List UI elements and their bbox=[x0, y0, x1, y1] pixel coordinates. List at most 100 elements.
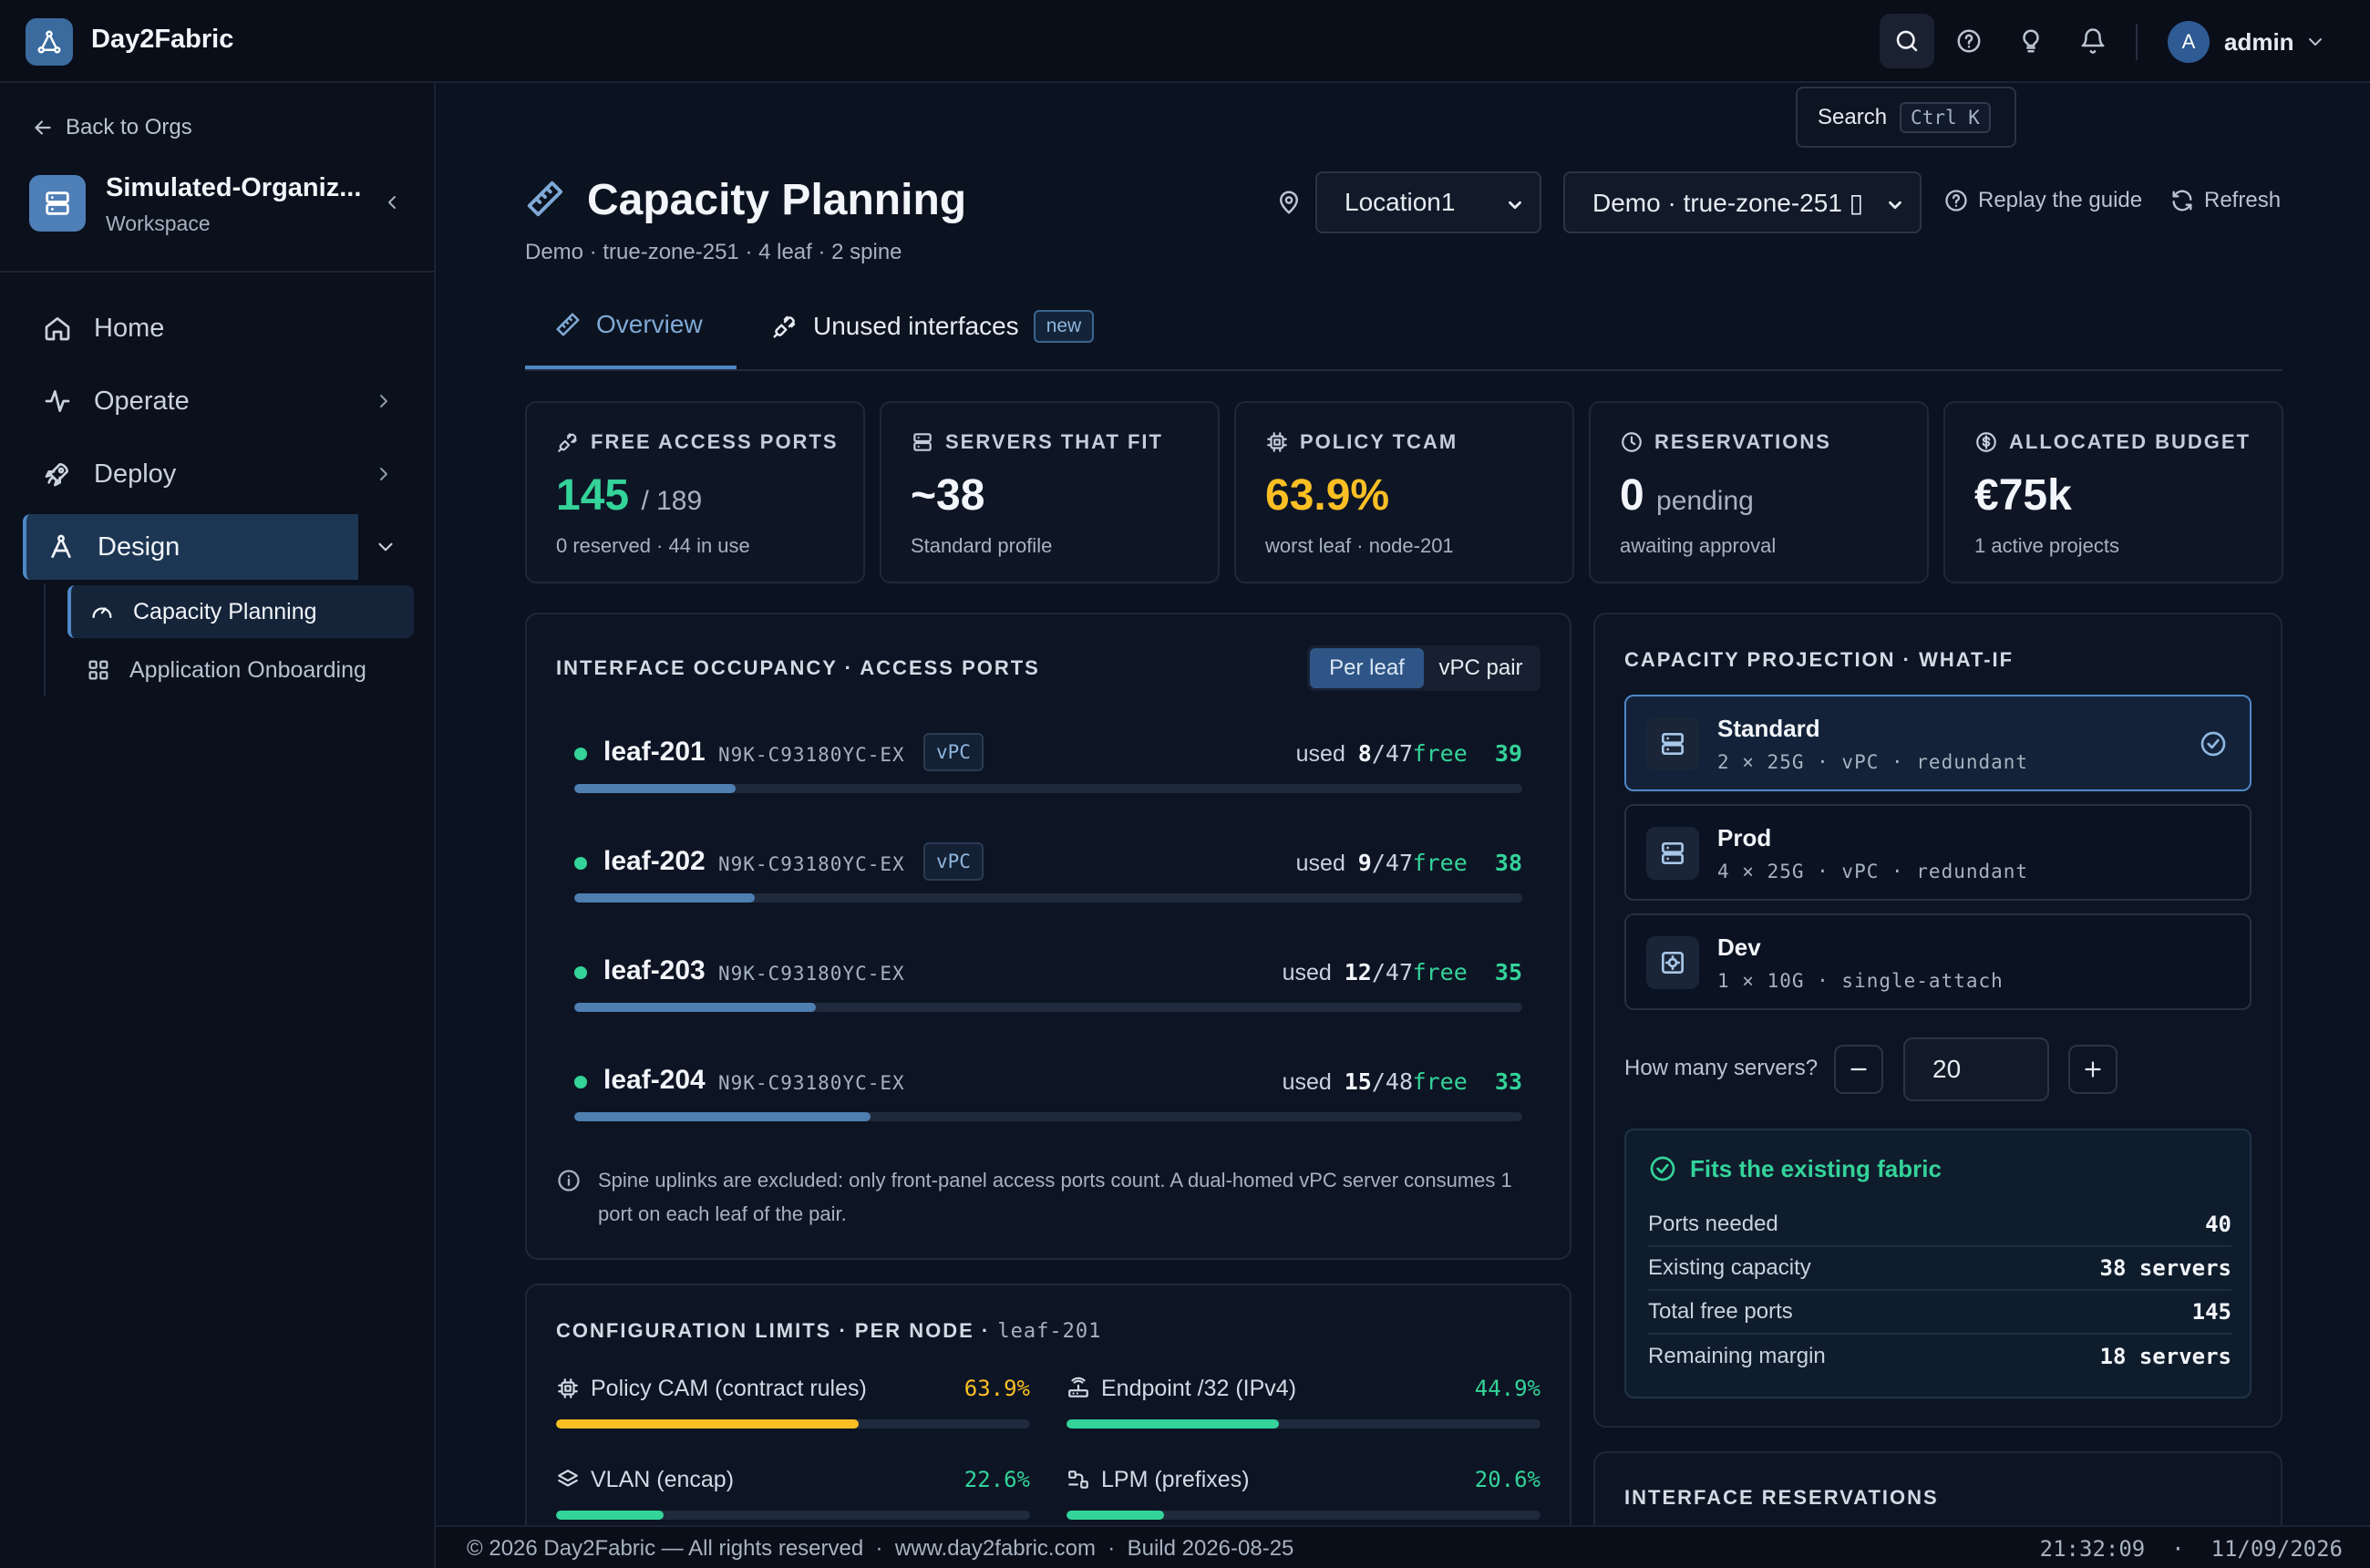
occupancy-note: Spine uplinks are excluded: only front-p… bbox=[556, 1163, 1531, 1231]
fit-label: Existing capacity bbox=[1648, 1255, 1811, 1280]
search-tooltip: Search Ctrl K bbox=[1796, 87, 2016, 148]
leaf-row[interactable]: leaf-201 N9K-C93180YC-EX vPC used 8/47 f… bbox=[574, 733, 1522, 797]
sidebar-item-design[interactable]: Design bbox=[23, 514, 358, 580]
sidebar-item-label: Home bbox=[94, 313, 165, 343]
leaf-name: leaf-201 bbox=[603, 737, 706, 767]
refresh-button[interactable]: Refresh bbox=[2169, 188, 2281, 213]
search-icon bbox=[1896, 30, 1918, 52]
avatar[interactable]: A bbox=[2168, 21, 2210, 63]
projection-title: CAPACITY PROJECTION · WHAT-IF bbox=[1624, 648, 2014, 671]
app-logo-icon[interactable] bbox=[26, 18, 73, 66]
profile-dev[interactable]: Dev 1 × 10G · single-attach bbox=[1624, 913, 2252, 1010]
status-dot bbox=[574, 1076, 587, 1088]
kpi-sub: Standard profile bbox=[911, 534, 1053, 557]
tips-button[interactable] bbox=[2004, 14, 2058, 68]
sidebar-subitem-capacity-planning[interactable]: Capacity Planning bbox=[67, 585, 414, 638]
free-label: free bbox=[1412, 740, 1468, 767]
zone-select[interactable]: Demo · true-zone-251 ▯ bbox=[1563, 171, 1922, 233]
search-button[interactable] bbox=[1880, 14, 1934, 68]
grid-icon bbox=[88, 660, 108, 680]
increment-button[interactable] bbox=[2068, 1045, 2118, 1094]
free-count: 38 bbox=[1494, 850, 1522, 876]
notifications-button[interactable] bbox=[2066, 14, 2120, 68]
top-bar: Day2Fabric A admin bbox=[0, 0, 2370, 83]
back-to-orgs-link[interactable]: Back to Orgs bbox=[31, 115, 192, 140]
footer-right: 21:32:09 · 11/09/2026 bbox=[2039, 1536, 2343, 1562]
user-menu-chevron-icon[interactable] bbox=[2304, 31, 2326, 53]
kpi-label: SERVERS THAT FIT bbox=[945, 430, 1163, 453]
active-tab-indicator bbox=[525, 366, 737, 369]
zone-select-value: Demo · true-zone-251 ▯ bbox=[1592, 188, 1864, 217]
occupancy-bar-fill bbox=[574, 1112, 871, 1121]
rocket-icon bbox=[45, 463, 68, 487]
reservations-title: INTERFACE RESERVATIONS bbox=[1624, 1486, 1939, 1509]
limit-bar-fill bbox=[1066, 1511, 1165, 1520]
decrement-button[interactable] bbox=[1834, 1045, 1883, 1094]
user-name[interactable]: admin bbox=[2224, 28, 2294, 56]
server-count-input[interactable] bbox=[1903, 1037, 2049, 1101]
leaf-row[interactable]: leaf-204 N9K-C93180YC-EX used 15/48 free… bbox=[574, 1061, 1522, 1125]
kpi-label: RESERVATIONS bbox=[1654, 430, 1831, 453]
limit-value: 22.6% bbox=[963, 1467, 1030, 1492]
check-circle-icon bbox=[2199, 729, 2228, 758]
limit-policy-cam: Policy CAM (contract rules) 63.9% bbox=[556, 1374, 1030, 1429]
server-icon bbox=[1646, 717, 1699, 770]
chevron-right-icon bbox=[380, 468, 387, 480]
sidebar-subitem-application-onboarding[interactable]: Application Onboarding bbox=[67, 644, 414, 696]
app-name[interactable]: Day2Fabric bbox=[91, 25, 234, 54]
tab-overview[interactable]: Overview bbox=[554, 310, 703, 339]
limit-value: 44.9% bbox=[1474, 1376, 1540, 1401]
kpi-policy-tcam: POLICY TCAM 63.9% worst leaf · node-201 bbox=[1234, 401, 1574, 583]
profile-name: Prod bbox=[1717, 824, 1772, 851]
replay-guide-button[interactable]: Replay the guide bbox=[1943, 188, 2142, 213]
ruler-icon bbox=[556, 313, 580, 336]
chevron-down-icon bbox=[1889, 201, 1901, 210]
profile-standard[interactable]: Standard 2 × 25G · vPC · redundant bbox=[1624, 695, 2252, 791]
profile-name: Standard bbox=[1717, 715, 1820, 742]
new-badge: new bbox=[1033, 310, 1095, 343]
chevron-right-icon bbox=[380, 395, 387, 407]
location-select[interactable]: Location1 bbox=[1315, 171, 1541, 233]
sidebar-item-deploy[interactable]: Deploy bbox=[23, 441, 415, 507]
occupancy-bar bbox=[574, 1112, 1522, 1121]
kpi-suffix: / 189 bbox=[641, 486, 703, 516]
org-name[interactable]: Simulated-Organiz... bbox=[106, 173, 362, 202]
sidebar-item-home[interactable]: Home bbox=[23, 295, 415, 361]
leaf-model: N9K-C93180YC-EX bbox=[718, 1072, 905, 1094]
leaf-row[interactable]: leaf-203 N9K-C93180YC-EX used 12/47 free… bbox=[574, 952, 1522, 1016]
leaf-row[interactable]: leaf-202 N9K-C93180YC-EX vPC used 9/47 f… bbox=[574, 842, 1522, 906]
kpi-reservations: RESERVATIONS 0 pending awaiting approval bbox=[1589, 401, 1929, 583]
chevron-down-icon[interactable] bbox=[374, 535, 397, 559]
profile-name: Dev bbox=[1717, 934, 1761, 961]
free-label: free bbox=[1412, 850, 1468, 876]
kpi-suffix: pending bbox=[1656, 486, 1754, 516]
profile-prod[interactable]: Prod 4 × 25G · vPC · redundant bbox=[1624, 804, 2252, 901]
page-title: Capacity Planning bbox=[587, 176, 967, 224]
tooltip-label: Search bbox=[1818, 104, 1888, 129]
total-count: /47 bbox=[1371, 850, 1413, 876]
help-button[interactable] bbox=[1942, 14, 1996, 68]
limits-node: leaf-201 bbox=[997, 1320, 1102, 1343]
kpi-allocated-budget: ALLOCATED BUDGET €75k 1 active projects bbox=[1943, 401, 2283, 583]
gauge-icon bbox=[92, 607, 112, 618]
toggle-vpc-pair[interactable]: vPC pair bbox=[1438, 655, 1523, 680]
status-dot bbox=[574, 966, 587, 979]
occupancy-bar bbox=[574, 893, 1522, 903]
plug-icon bbox=[558, 433, 577, 452]
location-select-value: Location1 bbox=[1345, 188, 1456, 216]
status-dot bbox=[574, 857, 587, 870]
collapse-sidebar-icon[interactable] bbox=[381, 191, 403, 213]
org-subtitle: Workspace bbox=[106, 211, 211, 235]
tab-unused-interfaces[interactable]: Unused interfaces new bbox=[771, 310, 1095, 343]
tab-label: Overview bbox=[596, 310, 703, 338]
clock-icon bbox=[1622, 432, 1642, 452]
leaf-model: N9K-C93180YC-EX bbox=[718, 963, 905, 985]
cpu-icon bbox=[558, 1378, 578, 1398]
sidebar-item-operate[interactable]: Operate bbox=[23, 368, 415, 434]
fit-label: Remaining margin bbox=[1648, 1344, 1826, 1368]
back-link-label: Back to Orgs bbox=[66, 115, 192, 139]
toggle-per-leaf[interactable]: Per leaf bbox=[1310, 648, 1424, 688]
leaf-name: leaf-204 bbox=[603, 1065, 706, 1095]
total-count: /48 bbox=[1371, 1068, 1413, 1095]
occupancy-view-toggle: Per leaf vPC pair bbox=[1307, 645, 1540, 691]
